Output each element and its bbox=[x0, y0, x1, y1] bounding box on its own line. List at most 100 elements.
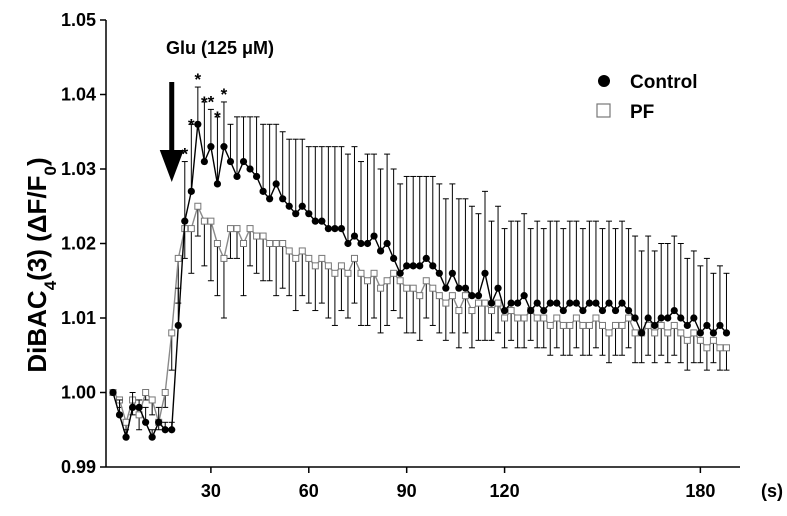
data-point bbox=[376, 247, 385, 255]
data-point bbox=[337, 262, 345, 270]
data-point bbox=[618, 299, 626, 307]
data-point bbox=[220, 254, 228, 262]
data-point bbox=[553, 314, 561, 322]
data-point bbox=[161, 389, 169, 396]
data-point bbox=[213, 240, 221, 247]
data-point bbox=[422, 254, 430, 262]
data-point bbox=[259, 232, 267, 240]
ylabel-base: DiBAC bbox=[22, 290, 52, 373]
data-point bbox=[683, 336, 691, 344]
data-point bbox=[461, 284, 470, 292]
x-tick-label: 30 bbox=[201, 481, 221, 501]
data-point bbox=[533, 299, 541, 307]
data-point bbox=[226, 157, 235, 166]
data-point bbox=[279, 195, 287, 203]
data-point bbox=[207, 143, 215, 151]
data-point bbox=[592, 314, 600, 322]
data-point bbox=[324, 225, 332, 233]
data-point bbox=[501, 314, 509, 322]
data-point bbox=[226, 225, 234, 233]
data-point bbox=[507, 299, 515, 307]
data-point bbox=[455, 307, 463, 315]
data-point bbox=[448, 269, 456, 277]
x-unit-label: (s) bbox=[761, 481, 783, 501]
data-point bbox=[520, 314, 528, 322]
data-point bbox=[514, 299, 522, 307]
data-point bbox=[703, 321, 711, 330]
y-tick-label: 1.05 bbox=[61, 10, 96, 30]
data-point bbox=[722, 329, 731, 337]
data-point bbox=[174, 254, 182, 262]
data-point bbox=[651, 321, 659, 330]
data-point bbox=[409, 262, 417, 270]
data-point bbox=[533, 314, 541, 322]
data-point bbox=[677, 329, 685, 337]
x-tick-label: 60 bbox=[299, 481, 319, 501]
data-point bbox=[670, 306, 678, 315]
data-point bbox=[318, 217, 326, 225]
y-tick-label: 1.02 bbox=[61, 234, 96, 254]
data-point bbox=[311, 217, 319, 225]
data-point bbox=[703, 344, 711, 352]
data-point bbox=[559, 306, 567, 315]
data-point bbox=[429, 262, 437, 270]
data-point bbox=[677, 314, 685, 322]
series-pf bbox=[109, 202, 730, 438]
data-point bbox=[422, 277, 430, 285]
data-point bbox=[651, 329, 659, 337]
data-point bbox=[311, 262, 319, 270]
data-point bbox=[266, 240, 274, 247]
data-point bbox=[181, 217, 189, 225]
data-point bbox=[383, 239, 391, 248]
data-point bbox=[618, 321, 626, 329]
significance-star: * bbox=[181, 145, 188, 164]
data-point bbox=[220, 143, 228, 151]
data-point bbox=[246, 225, 254, 233]
data-point bbox=[350, 232, 359, 240]
data-point bbox=[500, 306, 509, 315]
data-point bbox=[148, 433, 156, 441]
data-point bbox=[233, 225, 241, 233]
data-point bbox=[324, 262, 332, 270]
data-point bbox=[364, 277, 372, 285]
legend-label-pf: PF bbox=[630, 102, 654, 123]
data-point bbox=[266, 195, 274, 203]
annotation-arrow-head bbox=[159, 150, 184, 182]
data-point bbox=[435, 269, 443, 277]
y-tick-label: 0.99 bbox=[61, 457, 96, 477]
data-point bbox=[279, 240, 287, 247]
data-point bbox=[383, 277, 391, 285]
data-point bbox=[605, 329, 613, 337]
data-point bbox=[187, 187, 195, 195]
data-point bbox=[344, 239, 352, 248]
data-point bbox=[298, 247, 306, 255]
data-point bbox=[546, 299, 554, 307]
data-point bbox=[363, 239, 372, 248]
data-point bbox=[331, 225, 339, 233]
data-point bbox=[122, 433, 130, 441]
data-point bbox=[240, 240, 248, 247]
data-point bbox=[272, 240, 280, 247]
data-point bbox=[416, 262, 424, 270]
data-point bbox=[350, 254, 358, 262]
data-point bbox=[259, 187, 267, 195]
data-point bbox=[122, 418, 130, 426]
data-point bbox=[709, 336, 717, 344]
data-point bbox=[442, 284, 450, 292]
data-point bbox=[559, 321, 567, 329]
significance-star: * bbox=[195, 70, 202, 89]
legend-label-control: Control bbox=[630, 72, 698, 93]
data-point bbox=[494, 299, 502, 307]
legend-marker-control bbox=[598, 75, 610, 87]
series-line bbox=[112, 124, 728, 439]
significance-star: * bbox=[201, 93, 208, 112]
data-point bbox=[566, 321, 574, 329]
data-point bbox=[194, 120, 202, 128]
data-point bbox=[207, 217, 215, 225]
data-point bbox=[246, 165, 254, 173]
data-point bbox=[416, 292, 424, 300]
axes: 0.99 1.00 1.01 1.02 1.03 1.04 1.05 30 60 90 120 180… bbox=[61, 10, 783, 501]
data-point bbox=[403, 284, 411, 292]
data-point bbox=[442, 299, 450, 307]
